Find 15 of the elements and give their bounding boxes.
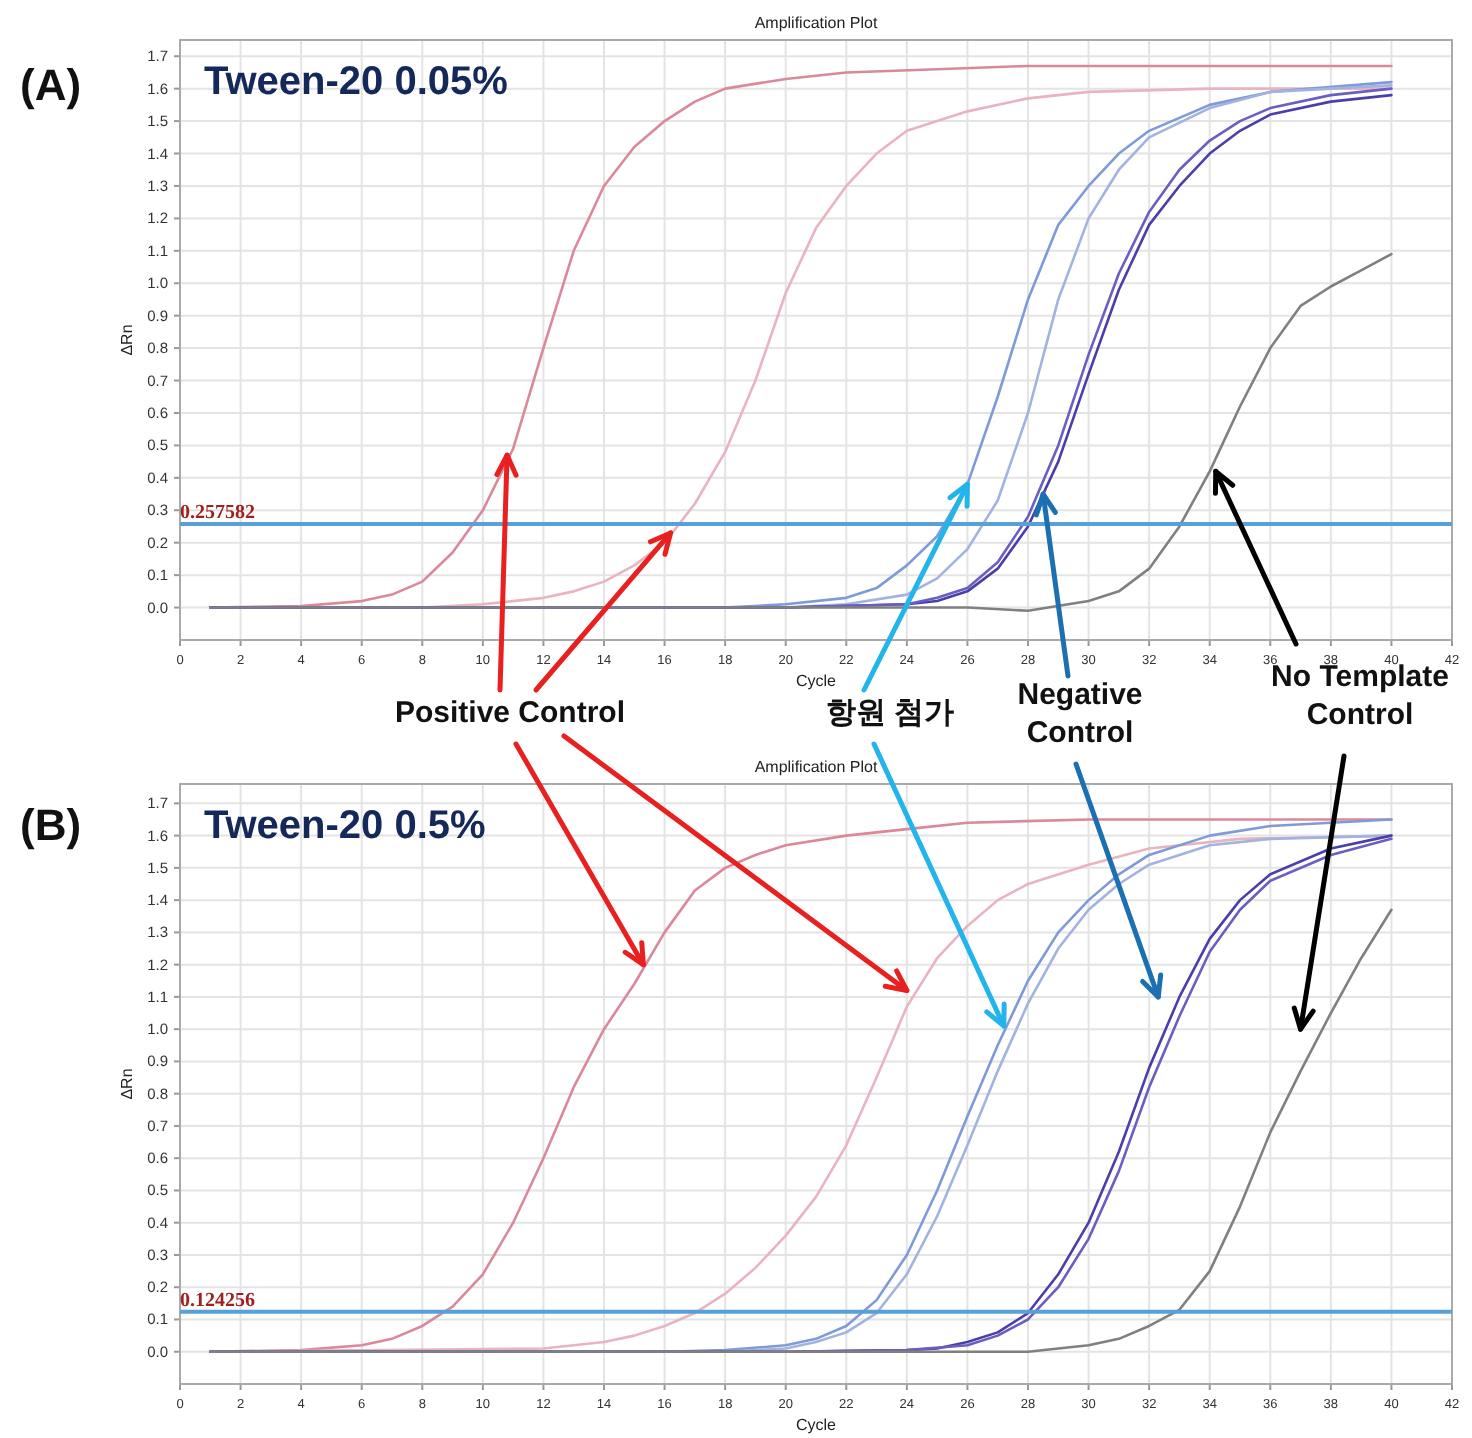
ref-line-label: 0.257582 bbox=[180, 502, 255, 525]
annotation: Negative Control bbox=[1017, 678, 1143, 750]
y-axis-title: ΔRn bbox=[118, 324, 136, 356]
x-axis-title: Cycle bbox=[795, 672, 838, 690]
text: (A) bbox=[20, 60, 82, 110]
text: Tween-20 0.5% bbox=[204, 804, 487, 848]
chart-title: Amplification Plot bbox=[754, 758, 879, 776]
ref-line-label: 0.124256 bbox=[180, 1289, 255, 1312]
x-axis-title: Cycle bbox=[795, 1416, 838, 1434]
text: (B) bbox=[20, 800, 82, 850]
chart-title: Amplification Plot bbox=[754, 14, 879, 32]
annotation: 항원 첨가 bbox=[825, 696, 955, 730]
y-axis-title: ΔRn bbox=[118, 1068, 136, 1100]
annotation: Positive Control bbox=[394, 696, 626, 730]
text: Tween-20 0.05% bbox=[204, 60, 509, 104]
